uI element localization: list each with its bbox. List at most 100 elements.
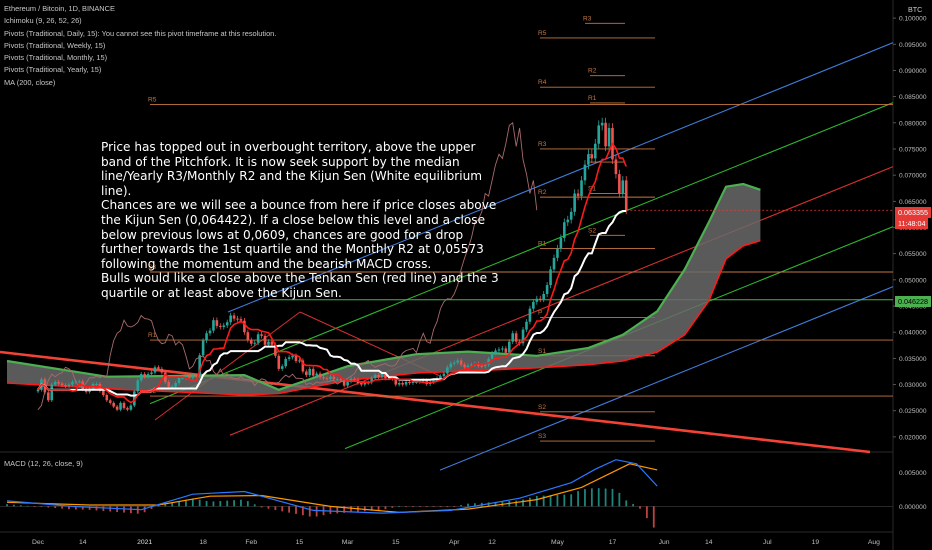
candle-body [342,380,346,386]
candle-body [160,368,164,373]
candle-body [490,353,494,359]
indicator-pivots-daily[interactable]: Pivots (Traditional, Daily, 15): You can… [4,28,277,38]
tenkan-sen [37,142,627,404]
candle-body [618,174,621,194]
macd-histogram-bar [425,506,428,507]
candle-body [545,285,549,294]
candle-body [590,154,594,159]
candle-body [442,373,446,377]
indicator-pivots-weekly[interactable]: Pivots (Traditional, Weekly, 15) [4,40,106,50]
candle-body [329,376,332,379]
macd-histogram-bar [377,506,380,511]
macd-histogram-bar [171,502,174,507]
macd-histogram-bar [432,506,435,507]
candle-body [593,143,597,159]
candle-body [64,385,67,387]
candle-body [126,408,129,410]
macd-histogram-bar [150,506,153,509]
candle-body [439,376,442,379]
indicator-pivots-monthly[interactable]: Pivots (Traditional, Monthly, 15) [4,53,108,63]
macd-histogram-bar [233,500,235,507]
candle-body [280,366,284,369]
candle-body [184,376,188,378]
candle-body [139,374,143,381]
macd-histogram-bar [260,506,263,508]
y-tick-label: 0.025000 [899,408,927,415]
candle-body [232,315,236,319]
candle-body [514,333,518,342]
macd-histogram-bar [577,491,579,507]
candle-body [170,386,174,388]
x-tick-label: Apr [449,539,460,546]
macd-histogram-bar [281,506,284,512]
candle-body [604,122,607,147]
macd-histogram-bar [295,506,297,514]
macd-histogram-bar [81,506,84,510]
macd-y-tick-label: 0.000000 [899,504,927,511]
macd-histogram-bar [240,499,242,507]
candle-body [346,381,349,386]
candle-body [421,380,425,382]
candle-body [404,381,408,385]
candle-body [260,334,263,336]
candle-body [573,193,576,212]
macd-histogram-bar [26,505,29,507]
candle-body [298,360,301,362]
senkou-span-b [6,239,761,396]
candle-body [580,180,583,197]
macd-histogram-bar [61,506,63,509]
macd-histogram-bar [584,489,586,507]
macd-histogram-bar [563,494,566,507]
macd-histogram-bar [157,505,160,507]
x-tick-label: May [551,539,564,546]
pitchfork-upper-quartile [149,102,894,405]
candle-body [607,128,611,147]
candle-body [456,360,459,363]
candle-body [222,325,226,327]
candle-body [291,355,294,358]
candle-body [538,298,542,300]
macd-histogram-bar [604,488,607,507]
macd-histogram-bar [515,500,518,507]
pivot-label: R1 [148,332,157,339]
indicator-ichimoku[interactable]: Ichimoku (9, 26, 52, 26) [4,16,82,26]
candle-body [624,180,628,211]
kijun-sen [37,210,627,397]
candle-body [432,380,435,382]
candle-body [263,335,267,345]
candle-body [153,367,157,373]
candle-body [470,364,473,366]
candle-body [353,378,356,380]
currency-label: BTC [908,5,923,14]
macd-histogram-bar [74,506,77,510]
candle-body [146,374,150,377]
macd-histogram-bar [212,501,215,507]
indicator-ma200[interactable]: MA (200, close) [4,77,56,87]
candle-body [335,379,339,381]
pivot-label: R1 [538,240,547,247]
macd-histogram-bar [412,506,414,507]
macd-histogram-bar [611,488,614,507]
candle-body [208,330,212,334]
candle-body [136,380,140,392]
candle-body [325,378,329,380]
macd-histogram-bar [405,506,407,507]
macd-histogram-bar [198,499,201,507]
x-tick-label: Mar [342,539,354,546]
y-tick-label: 0.040000 [899,330,927,337]
macd-histogram-bar [226,500,229,507]
macd-signal-line [6,463,658,514]
candle-body [315,373,318,376]
indicator-pivots-yearly[interactable]: Pivots (Traditional, Yearly, 15) [4,65,102,75]
candle-body [215,320,219,326]
pivot-label: S2 [538,404,546,411]
macd-histogram-bar [246,501,249,507]
candle-body [384,374,387,379]
macd-histogram-bar [639,506,641,509]
candle-body [256,334,260,343]
macd-histogram-bar [363,506,366,512]
candle-body [480,365,484,367]
y-tick-label: 0.095000 [899,42,927,49]
macd-legend[interactable]: MACD (12, 26, close, 9) [4,459,83,468]
candle-body [349,378,353,382]
